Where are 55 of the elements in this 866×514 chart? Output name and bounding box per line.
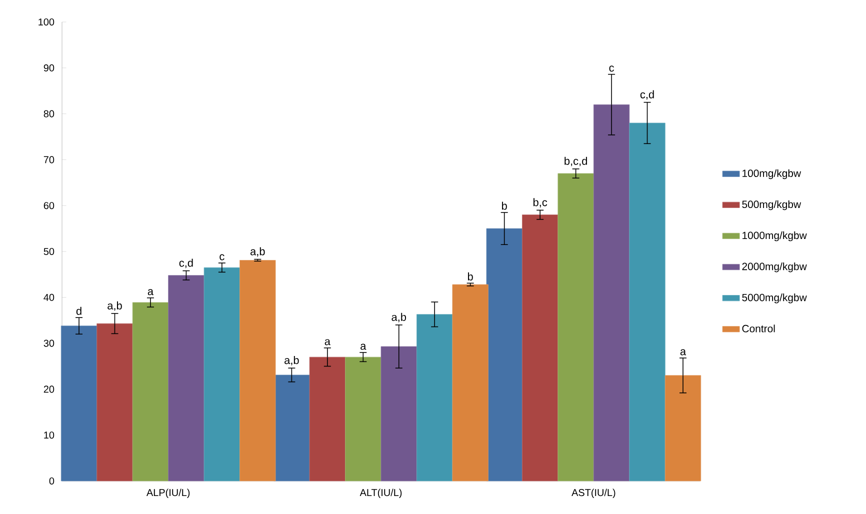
y-tick-label: 80 — [44, 110, 54, 118]
data-label: c,d — [640, 90, 654, 100]
data-label: a,b — [108, 301, 122, 311]
bar — [168, 275, 204, 482]
data-label: a,b — [392, 312, 406, 322]
data-label: b — [502, 202, 507, 210]
y-tick-label: 90 — [44, 64, 54, 72]
data-label: b,c,d — [564, 156, 587, 166]
data-label: a — [324, 339, 330, 346]
bar — [664, 375, 702, 482]
data-label: b,c — [533, 198, 548, 208]
legend-label: 5000mg/kgbw — [742, 294, 807, 304]
bar — [309, 356, 346, 482]
data-label: c — [609, 66, 614, 72]
bar — [274, 374, 310, 482]
y-tick-label: 30 — [44, 340, 54, 347]
x-tick-label: ALP(IU/L) — [146, 488, 190, 498]
legend-label: 100mg/kgbw — [742, 169, 802, 180]
data-label: a,b — [250, 247, 265, 257]
data-label: a — [680, 349, 686, 356]
data-label: d — [76, 306, 82, 315]
data-label: a,b — [284, 356, 299, 366]
bar — [96, 323, 133, 482]
data-label: a — [360, 344, 366, 350]
bar — [132, 302, 169, 482]
bar — [204, 267, 240, 482]
bar — [416, 314, 453, 482]
y-tick-label: 10 — [44, 432, 54, 439]
bar — [240, 260, 276, 482]
x-tick-label: AST(IU/L) — [572, 488, 616, 498]
y-tick-label: 0 — [49, 477, 54, 485]
legend-label: Control — [742, 324, 775, 332]
data-label: b — [468, 272, 473, 280]
y-tick-label: 40 — [44, 294, 54, 301]
bar — [593, 104, 630, 482]
data-label: c — [220, 254, 224, 260]
bar — [452, 284, 488, 482]
bar — [486, 228, 522, 482]
y-tick-label: 60 — [44, 202, 54, 210]
legend-label: 500mg/kgbw — [742, 200, 802, 210]
legend-label: 1000mg/kgbw — [742, 231, 807, 242]
y-tick-label: 100 — [38, 18, 54, 26]
bar — [522, 214, 558, 482]
y-tick-label: 50 — [44, 248, 54, 256]
bar — [345, 356, 382, 482]
bar — [558, 173, 594, 482]
x-tick-label: ALT(IU/L) — [360, 488, 402, 498]
legend-label: 2000mg/kgbw — [742, 262, 807, 272]
y-tick-label: 70 — [44, 156, 54, 164]
bar — [60, 326, 98, 482]
data-label: c,d — [179, 258, 193, 268]
y-tick-label: 20 — [44, 386, 54, 393]
bar — [629, 122, 666, 482]
bar — [380, 346, 417, 482]
data-label: a — [148, 289, 154, 296]
